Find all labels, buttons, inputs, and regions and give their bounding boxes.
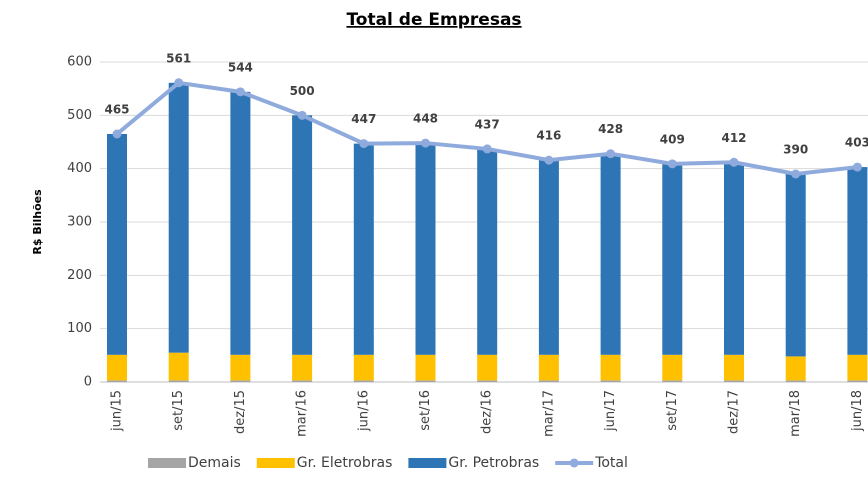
total-marker: [606, 149, 616, 159]
total-marker: [729, 157, 739, 167]
x-tick-label: jun/17: [603, 390, 618, 432]
bar-segment: [415, 354, 436, 381]
bar-segment: [477, 380, 498, 382]
legend-label: Total: [594, 455, 628, 471]
bar-segment: [785, 356, 806, 381]
bar-segment: [785, 380, 806, 382]
data-label: 390: [783, 143, 808, 157]
bar-segment: [847, 380, 868, 382]
y-tick-label: 100: [67, 321, 92, 336]
bar-segment: [230, 91, 251, 355]
data-label: 447: [351, 112, 376, 126]
data-label: 465: [104, 103, 129, 117]
bar-segment: [353, 380, 374, 382]
bar-segment: [662, 163, 683, 355]
bar-segment: [292, 380, 313, 382]
x-tick-label: dez/16: [480, 390, 495, 434]
bar-segment: [353, 143, 374, 355]
data-label: 403: [845, 136, 868, 150]
y-tick-label: 0: [84, 375, 92, 390]
x-tick-label: mar/17: [541, 390, 556, 437]
bar-segment: [600, 380, 621, 382]
legend-label: Gr. Eletrobras: [297, 455, 393, 471]
bar-segment: [662, 380, 683, 382]
y-tick-label: 400: [67, 161, 92, 176]
bar-segment: [600, 354, 621, 381]
total-marker: [482, 144, 492, 154]
total-marker: [235, 87, 245, 97]
x-tick-label: set/15: [171, 390, 186, 431]
data-label: 561: [166, 51, 191, 65]
bar-segment: [230, 354, 251, 381]
bar-segment: [847, 167, 868, 355]
total-marker: [359, 139, 369, 149]
x-tick-label: jun/15: [110, 390, 125, 432]
bar-segment: [600, 153, 621, 355]
bar-segment: [353, 354, 374, 381]
bar-segment: [292, 115, 313, 355]
bar-segment: [538, 380, 559, 382]
bar-segment: [107, 380, 127, 382]
total-marker: [174, 78, 184, 88]
y-tick-label: 200: [67, 268, 92, 283]
bar-segment: [538, 160, 559, 355]
legend-swatch: [569, 458, 579, 468]
bar-segment: [847, 354, 868, 381]
legend-label: Gr. Petrobras: [448, 455, 539, 471]
bar-segment: [785, 174, 806, 357]
bar-segment: [415, 380, 436, 382]
legend-swatch: [148, 458, 186, 468]
x-tick-label: mar/16: [295, 390, 310, 437]
legend-swatch: [256, 458, 295, 468]
bar-segment: [168, 352, 189, 381]
total-marker: [297, 110, 307, 120]
bar-segment: [477, 148, 498, 355]
bar-segment: [662, 354, 683, 381]
total-marker: [544, 155, 554, 165]
y-tick-label: 600: [67, 55, 92, 70]
data-label: 544: [228, 60, 253, 74]
y-axis-label: R$ Bilhões: [31, 189, 44, 255]
data-label: 448: [413, 112, 438, 126]
total-marker: [667, 159, 677, 169]
data-label: 428: [598, 122, 623, 136]
y-tick-label: 500: [67, 108, 92, 123]
bar-segment: [724, 354, 744, 381]
bar-segment: [724, 380, 744, 382]
data-label: 409: [660, 132, 685, 146]
total-marker: [112, 129, 122, 139]
x-tick-label: mar/18: [788, 390, 803, 437]
bar-segment: [168, 380, 189, 382]
bar-segment: [107, 354, 127, 381]
bar-segment: [107, 134, 127, 355]
data-label: 437: [475, 117, 500, 131]
x-tick-label: jun/18: [850, 390, 865, 432]
data-label: 412: [721, 131, 746, 145]
x-tick-label: jun/16: [356, 390, 371, 432]
total-marker: [421, 138, 430, 148]
x-tick-label: dez/17: [727, 390, 742, 434]
bar-segment: [415, 143, 436, 355]
bar-segment: [477, 354, 498, 381]
total-marker: [852, 162, 862, 172]
x-tick-label: set/16: [418, 390, 433, 431]
legend-label: Demais: [188, 455, 241, 471]
total-marker: [791, 169, 801, 179]
x-tick-label: set/17: [665, 390, 680, 431]
data-label: 416: [536, 129, 561, 143]
bar-segment: [168, 82, 189, 353]
bar-segment: [230, 380, 251, 382]
y-tick-label: 300: [67, 215, 92, 230]
legend-swatch: [408, 458, 447, 468]
data-label: 500: [290, 84, 315, 98]
chart-title: Total de Empresas: [346, 10, 521, 30]
bar-segment: [292, 354, 313, 381]
bar-segment: [538, 354, 559, 381]
x-tick-label: dez/15: [233, 390, 248, 434]
bar-segment: [724, 162, 744, 355]
